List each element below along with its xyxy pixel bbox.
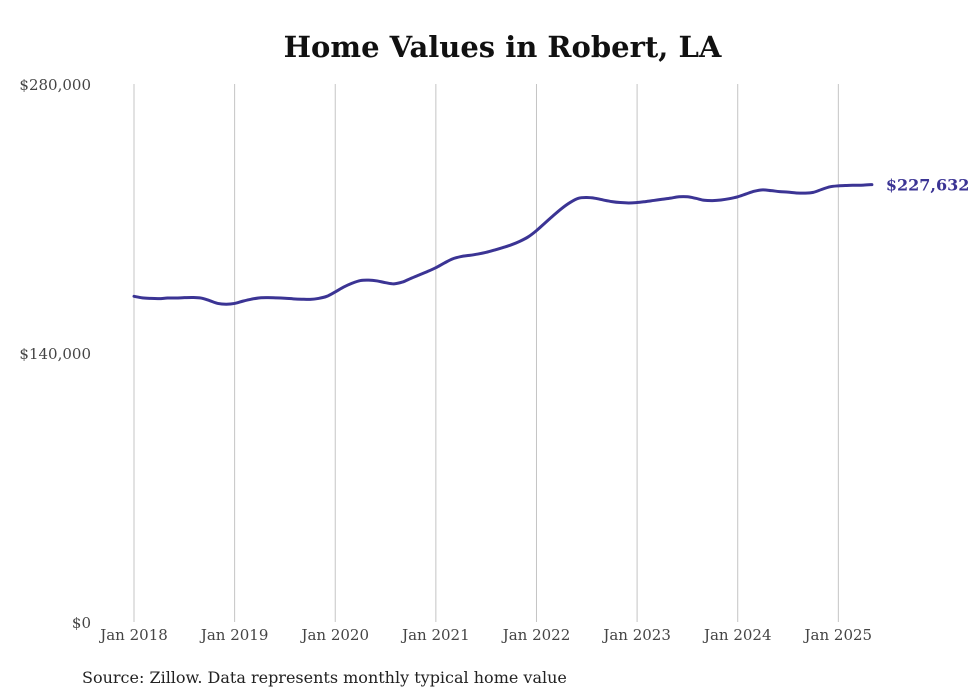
x-tick-label: Jan 2018 [98,626,168,644]
x-tick-label: Jan 2023 [601,626,671,644]
source-note: Source: Zillow. Data represents monthly … [82,668,567,687]
x-tick-label: Jan 2022 [501,626,571,644]
y-tick-label: $0 [72,614,91,632]
y-tick-label: $140,000 [19,345,91,363]
x-tick-label: Jan 2021 [400,626,470,644]
y-tick-label: $280,000 [19,76,91,94]
x-tick-label: Jan 2024 [702,626,772,644]
x-tick-label: Jan 2019 [199,626,269,644]
x-tick-label: Jan 2020 [299,626,369,644]
x-tick-label: Jan 2025 [803,626,873,644]
chart-title: Home Values in Robert, LA [283,30,722,64]
end-value-label: $227,632 [886,176,970,195]
series-line [132,183,874,306]
